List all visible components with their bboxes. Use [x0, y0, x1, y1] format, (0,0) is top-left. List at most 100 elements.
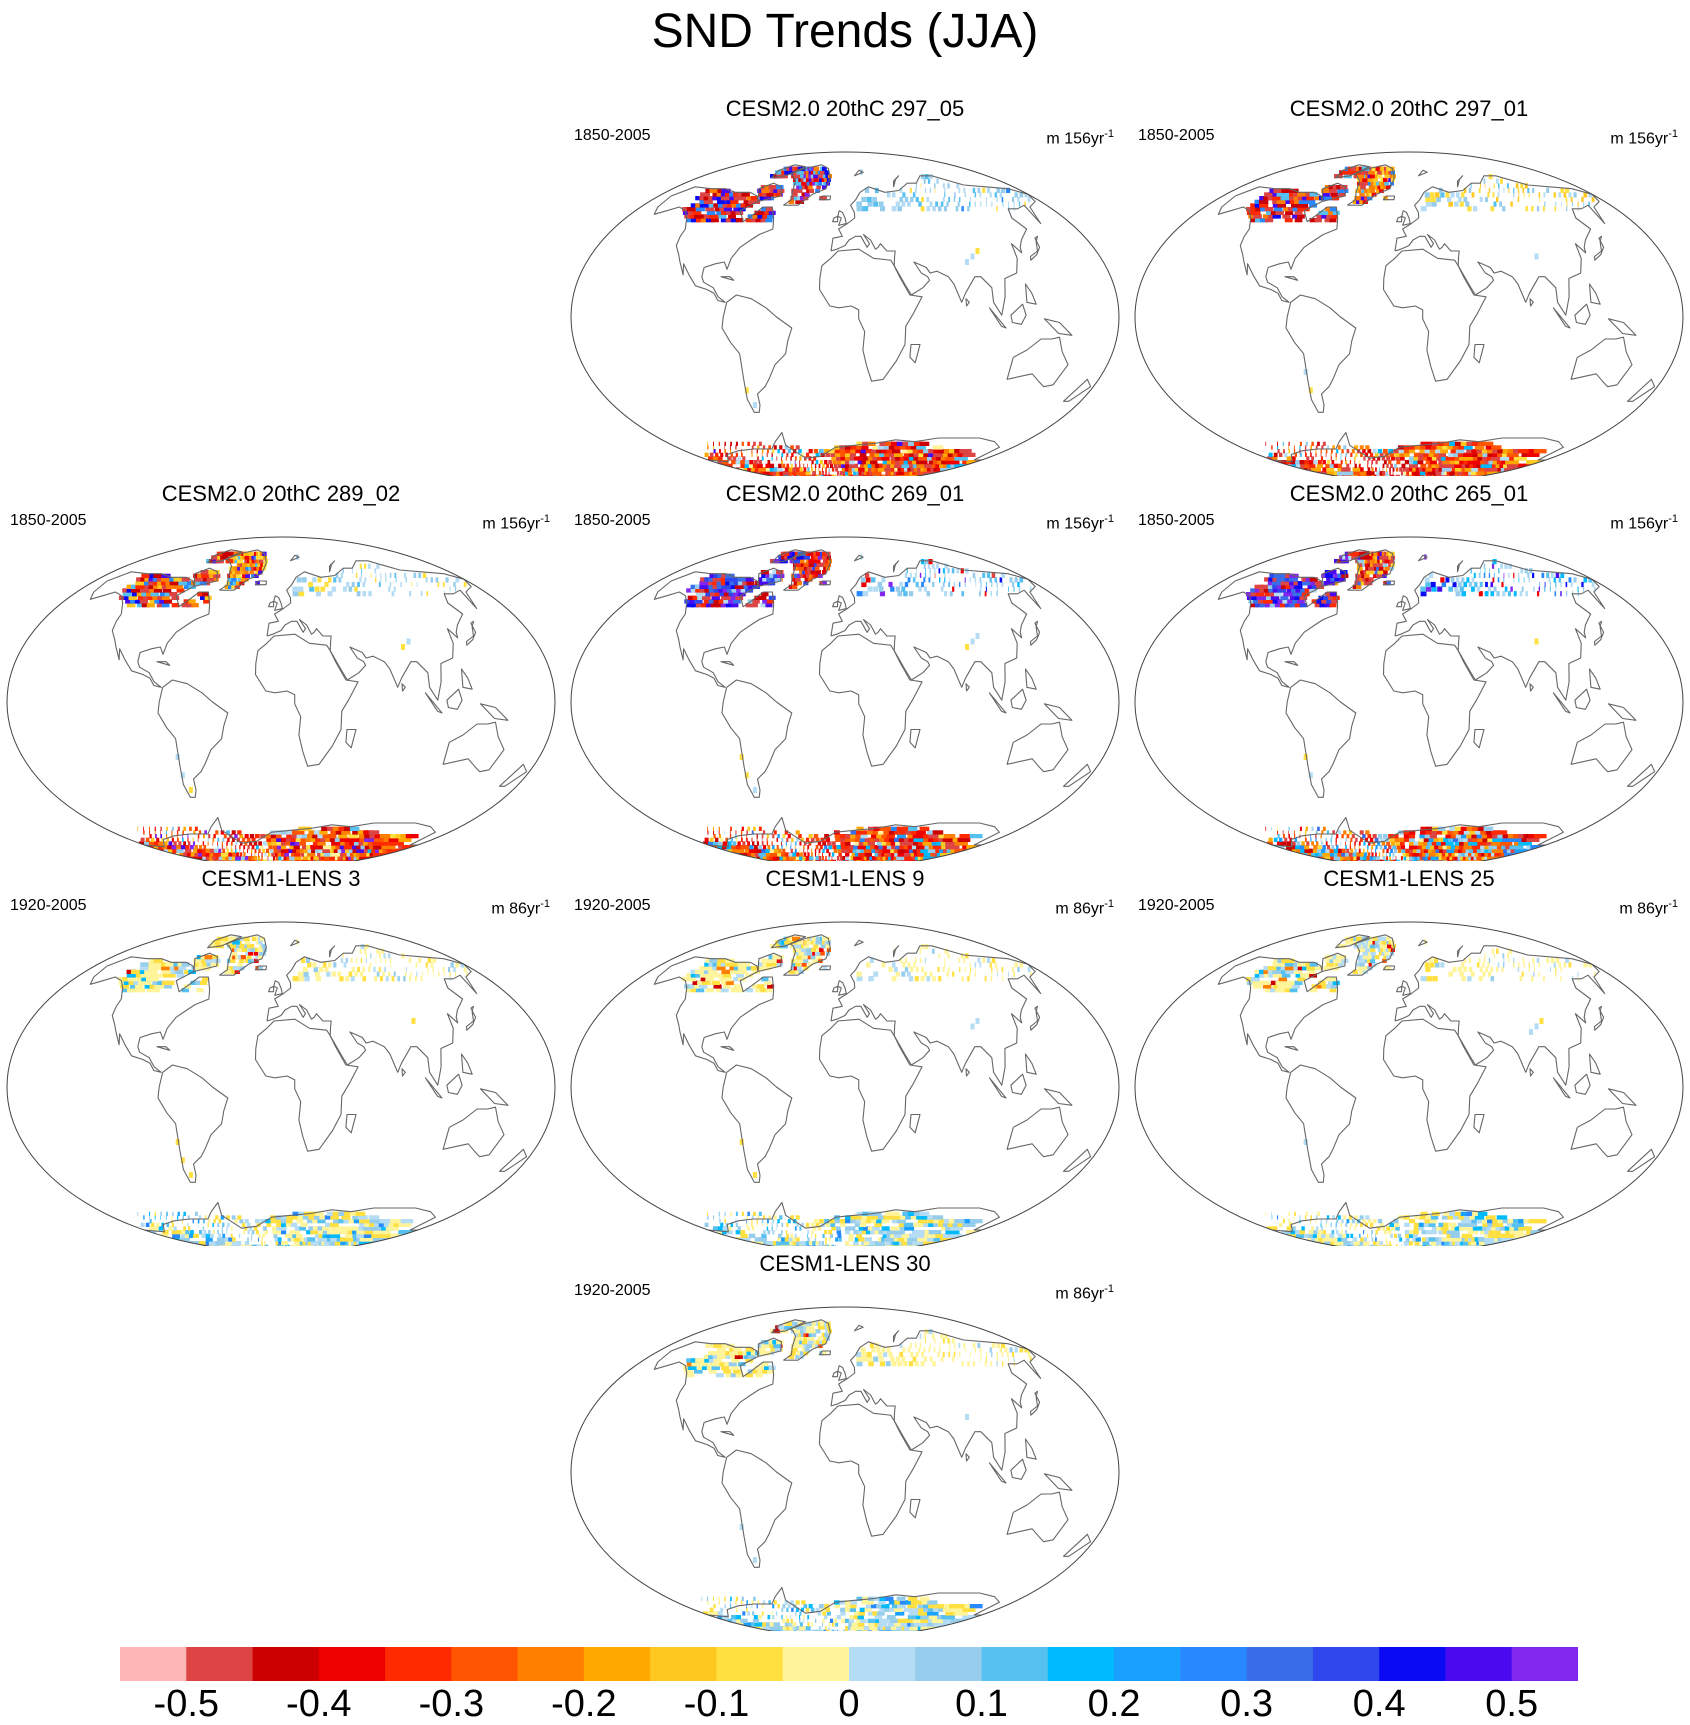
- world-map: [1128, 866, 1690, 1246]
- coastline-africa: [820, 1019, 923, 1151]
- coastline-borneo: [1011, 1459, 1026, 1479]
- coastline-eurasia: [267, 946, 477, 1085]
- colorbar-swatch: [1048, 1647, 1115, 1681]
- coastline-australia: [443, 1107, 504, 1157]
- colorbar-swatch: [1313, 1647, 1380, 1681]
- coastline-south-america: [1286, 1065, 1356, 1182]
- coastline-australia: [1007, 1107, 1068, 1157]
- coastline-south-america: [158, 1065, 228, 1182]
- coastline-borneo: [447, 1074, 462, 1094]
- coastline-new-guinea: [1044, 1474, 1072, 1491]
- coastline-south-america: [1286, 680, 1356, 797]
- coastline-new-guinea: [480, 1089, 508, 1106]
- panel-units: m 156yr-1: [1046, 124, 1114, 149]
- coastline-uk: [274, 981, 283, 996]
- coastline-svalbard: [1419, 170, 1428, 176]
- panel-title: CESM1-LENS 3: [0, 866, 562, 892]
- coastline-novaya-zemlya: [894, 561, 899, 572]
- panel-units: m 86yr-1: [1055, 1279, 1114, 1304]
- panel-title: CESM1-LENS 30: [564, 1251, 1126, 1277]
- coastline-philippines: [1590, 669, 1601, 689]
- coastline-borneo: [1011, 689, 1026, 709]
- coastline-new-zealand: [1628, 379, 1655, 401]
- coastline-novaya-zemlya: [330, 946, 335, 957]
- coastline-africa: [1384, 249, 1487, 381]
- coastline-japan: [467, 1006, 476, 1030]
- colorbar-swatch: [253, 1647, 320, 1681]
- panel-period: 1920-2005: [1138, 896, 1215, 916]
- coastline-new-zealand: [500, 1149, 527, 1171]
- coastline-philippines: [462, 1054, 473, 1074]
- snow-trend-field: [118, 937, 468, 1246]
- coastline-sri-lanka: [1530, 299, 1533, 306]
- panel-units: m 86yr-1: [1055, 894, 1114, 919]
- coastline-ireland: [269, 986, 274, 992]
- coastline-uk: [838, 981, 847, 996]
- coastline-sri-lanka: [966, 299, 969, 306]
- colorbar-swatch: [1180, 1647, 1247, 1681]
- coastline-borneo: [1575, 304, 1590, 324]
- map-panel-cesm2-265-01: CESM2.0 20thC 265_01 1850-2005 m 156yr-1: [1128, 481, 1690, 861]
- coastline-cuba: [1285, 662, 1298, 666]
- coastline-borneo: [1011, 1074, 1026, 1094]
- coastline-new-guinea: [1044, 1089, 1072, 1106]
- coastline-sri-lanka: [402, 1069, 405, 1076]
- coastline-ireland: [833, 986, 838, 992]
- colorbar-swatch: [849, 1647, 916, 1681]
- panel-title: CESM2.0 20thC 297_05: [564, 96, 1126, 122]
- coastline-japan: [467, 621, 476, 645]
- snow-trend-field: [682, 167, 1030, 476]
- colorbar-swatch: [1379, 1647, 1446, 1681]
- panel-title: CESM1-LENS 25: [1128, 866, 1690, 892]
- colorbar-tick-label: -0.1: [684, 1684, 749, 1724]
- coastline-new-zealand: [500, 764, 527, 786]
- coastline-africa: [1384, 634, 1487, 766]
- coastline-australia: [1007, 337, 1068, 387]
- coastline-madagascar: [346, 1115, 356, 1133]
- colorbar-tick-label: 0: [838, 1684, 859, 1724]
- world-map: [0, 866, 562, 1246]
- colorbar-swatch: [120, 1647, 187, 1681]
- coastline-new-zealand: [1064, 1534, 1091, 1556]
- coastline-ireland: [1397, 986, 1402, 992]
- coastline-sumatra: [989, 1463, 1006, 1483]
- coastline-uk: [838, 1366, 847, 1381]
- coastline-uk: [838, 596, 847, 611]
- map-outline: [1135, 922, 1683, 1246]
- colorbar-swatch: [319, 1647, 386, 1681]
- coastline-cuba: [157, 662, 170, 666]
- coastline-ireland: [1397, 216, 1402, 222]
- panel-period: 1920-2005: [574, 1281, 651, 1301]
- coastline-australia: [1007, 722, 1068, 772]
- coastline-madagascar: [910, 1115, 920, 1133]
- coastline-new-zealand: [1064, 379, 1091, 401]
- coastline-japan: [1031, 236, 1040, 260]
- snow-trend-field: [1246, 552, 1596, 861]
- coastline-south-america: [722, 295, 792, 412]
- panel-period: 1850-2005: [574, 126, 651, 146]
- coastline-philippines: [462, 669, 473, 689]
- coastline-sumatra: [989, 1078, 1006, 1098]
- map-outline: [7, 537, 555, 861]
- panel-units: m 156yr-1: [1610, 124, 1678, 149]
- colorbar-swatch: [783, 1647, 850, 1681]
- snow-trend-field: [119, 552, 467, 861]
- coastline-japan: [1595, 236, 1604, 260]
- panel-title: CESM2.0 20thC 289_02: [0, 481, 562, 507]
- coastline-new-guinea: [1608, 319, 1636, 336]
- snow-trend-field: [683, 1322, 1032, 1631]
- colorbar-swatch: [982, 1647, 1049, 1681]
- coastline-sumatra: [989, 693, 1006, 713]
- coastline-svalbard: [855, 555, 864, 561]
- coastline-philippines: [1590, 284, 1601, 304]
- colorbar-tick-label: 0.1: [955, 1684, 1008, 1724]
- map-outline: [571, 152, 1119, 476]
- panel-period: 1850-2005: [1138, 511, 1215, 531]
- coastline-borneo: [447, 689, 462, 709]
- coastline-uk: [1402, 981, 1411, 996]
- snow-trend-field: [1246, 937, 1596, 1246]
- map-panel-cesm2-297-01: CESM2.0 20thC 297_01 1850-2005 m 156yr-1: [1128, 96, 1690, 476]
- snow-trend-field: [684, 552, 1031, 861]
- coastline-sumatra: [1553, 308, 1570, 328]
- colorbar-tick-label: -0.2: [551, 1684, 616, 1724]
